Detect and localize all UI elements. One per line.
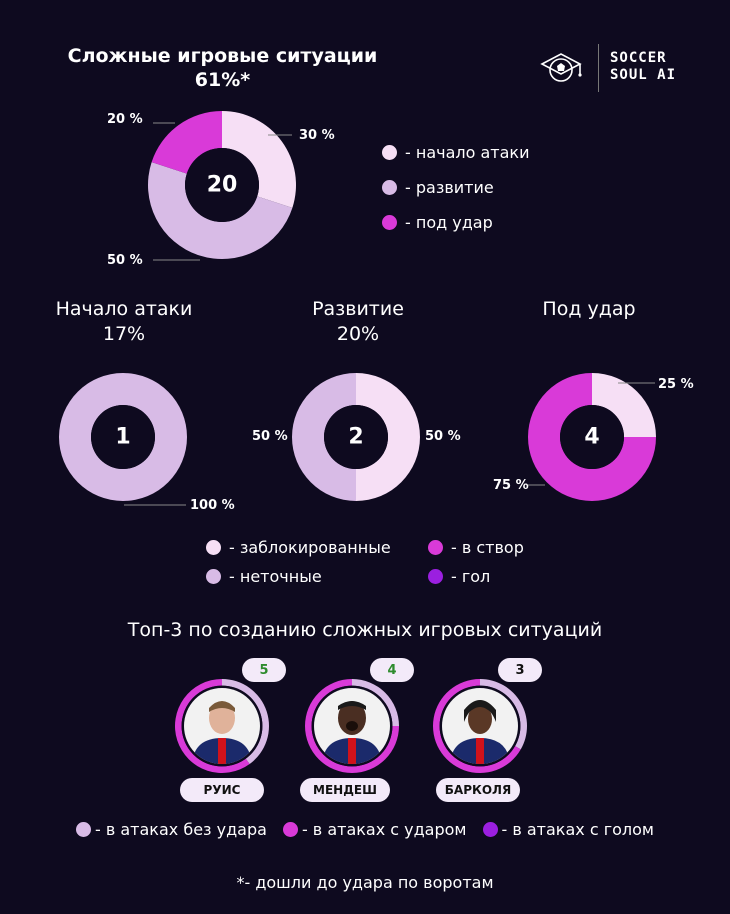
legend-item: - в атаках с голом — [482, 820, 655, 839]
chart-title-percent: 20% — [336, 323, 380, 345]
player-count-badge: 4 — [370, 658, 414, 682]
player-card: 3 БАРКОЛЯ — [432, 656, 562, 806]
legend-item: - в атаках без удара — [76, 820, 267, 839]
development-label-left: 50 % — [252, 429, 288, 444]
legend-label: - начало атаки — [405, 143, 530, 162]
development-label-right: 50 % — [425, 429, 461, 444]
chart0-slice — [222, 111, 296, 208]
legend-dot — [382, 180, 397, 195]
legend-dot — [206, 569, 221, 584]
attack-start-label-100: 100 % — [190, 498, 235, 513]
legend-dot — [282, 822, 298, 837]
donut-hole — [560, 405, 624, 469]
main-label-20: 20 % — [107, 112, 143, 127]
donut-center-value: 2 — [348, 425, 363, 450]
legend-dot — [428, 569, 443, 584]
legend-item: - в атаках с ударом — [282, 820, 467, 839]
outcome-legend-right: - в створ - гол — [428, 533, 524, 591]
chart-title-text: Развитие — [312, 298, 404, 320]
legend-item: - гол — [428, 562, 524, 591]
player-ring-slice — [222, 679, 269, 765]
main-label-50: 50 % — [107, 253, 143, 268]
main-legend: - начало атаки - развитие - под удар — [382, 135, 529, 240]
main-label-30: 30 % — [299, 128, 335, 143]
outcome-legend-left: - заблокированные - неточные — [206, 533, 391, 591]
legend-item: - в створ — [428, 533, 524, 562]
legend-label: - развитие — [405, 178, 494, 197]
to-shot-donut-chart: 4 — [528, 373, 656, 501]
chart-title-text: Под удар — [542, 298, 636, 320]
legend-dot — [482, 822, 498, 837]
legend-item: - неточные — [206, 562, 391, 591]
donut-hole — [324, 405, 388, 469]
attack-start-donut-chart: 1 — [59, 373, 187, 501]
legend-label: - в атаках без удара — [95, 820, 267, 839]
chart1-slice — [59, 373, 187, 501]
title-text: Сложные игровые ситуации — [67, 45, 378, 67]
legend-item: - под удар — [382, 205, 529, 240]
chart-title-text: Начало атаки — [55, 298, 193, 320]
player-count-badge: 3 — [498, 658, 542, 682]
legend-dot — [382, 145, 397, 160]
legend-dot — [428, 540, 443, 555]
legend-dot — [206, 540, 221, 555]
chart-title-development: Развитие 20% — [258, 297, 458, 347]
player-ring-slice — [352, 679, 399, 726]
player-name: МЕНДЕШ — [300, 778, 390, 802]
logo-text: SOCCER SOUL AI — [610, 50, 676, 84]
player-avatar — [184, 688, 260, 764]
player-card: 5 РУИС — [174, 656, 304, 806]
chart0-slice — [148, 162, 293, 259]
player-name: РУИС — [180, 778, 264, 802]
logo-divider — [598, 44, 599, 92]
player-legend: - в атаках без удара - в атаках с ударом… — [0, 820, 730, 839]
to-shot-label-25: 25 % — [658, 377, 694, 392]
legend-label: - в атаках с ударом — [301, 820, 467, 839]
chart3-slice — [592, 373, 656, 437]
legend-label: - в створ — [451, 538, 524, 557]
chart-title-percent: 17% — [102, 323, 146, 345]
main-donut-chart: 20 — [148, 111, 296, 259]
logo-line-1: SOCCER — [610, 50, 667, 66]
player-avatar — [442, 688, 518, 764]
top3-title: Топ-3 по созданию сложных игровых ситуац… — [127, 619, 603, 641]
chart-title-to-shot: Под удар — [489, 297, 689, 322]
donut-hole — [185, 148, 259, 222]
chart0-slice — [151, 111, 222, 174]
legend-label: - в атаках с голом — [501, 820, 655, 839]
footnote: *- дошли до удара по воротам — [236, 873, 494, 892]
legend-label: - гол — [451, 567, 491, 586]
brand-logo: SOCCER SOUL AI — [532, 44, 692, 92]
legend-label: - под удар — [405, 213, 493, 232]
development-donut-chart: 2 — [292, 373, 420, 501]
logo-line-2: SOUL AI — [610, 67, 677, 83]
legend-label: - неточные — [229, 567, 322, 586]
legend-dot — [76, 822, 91, 837]
soccer-ball-icon — [540, 53, 582, 82]
chart3-slice — [528, 373, 656, 501]
legend-label: - заблокированные — [229, 538, 391, 557]
player-count-badge: 5 — [242, 658, 286, 682]
player-ring-slice — [174, 679, 250, 773]
donut-center-value: 1 — [115, 425, 130, 450]
donut-center-value: 4 — [584, 425, 599, 450]
player-name: БАРКОЛЯ — [436, 778, 520, 802]
donut-hole — [91, 405, 155, 469]
legend-item: - заблокированные — [206, 533, 391, 562]
legend-item: - начало атаки — [382, 135, 529, 170]
legend-item: - развитие — [382, 170, 529, 205]
donut-center-value: 20 — [207, 173, 238, 198]
player-card: 4 МЕНДЕШ — [300, 656, 434, 806]
chart-title-attack-start: Начало атаки 17% — [24, 297, 224, 347]
title-percent: 61%* — [194, 69, 251, 91]
player-avatar — [314, 688, 390, 764]
to-shot-label-75: 75 % — [493, 478, 529, 493]
page-title: Сложные игровые ситуации 61%* — [40, 44, 405, 92]
legend-dot — [382, 215, 397, 230]
player-ring-slice — [480, 679, 527, 750]
